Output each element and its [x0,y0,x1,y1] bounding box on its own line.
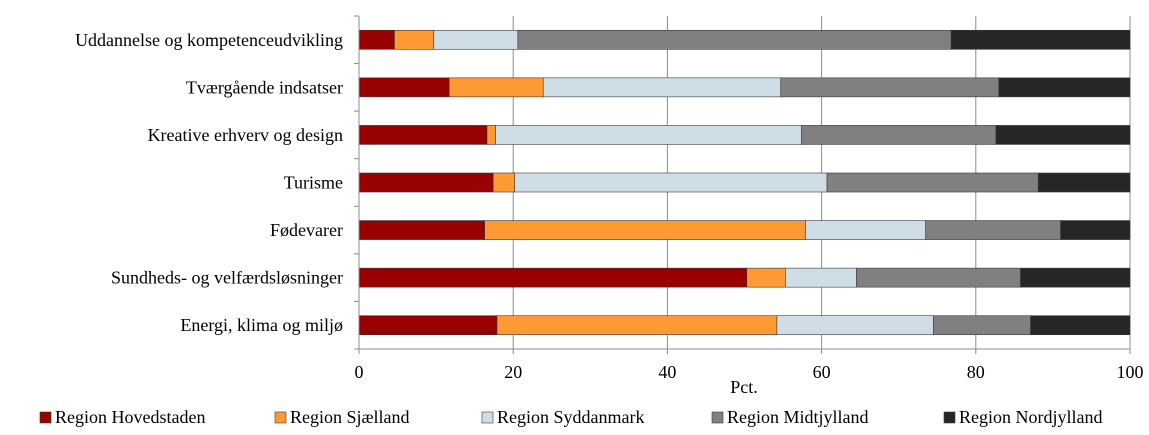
bar-segment [358,315,498,336]
bar-segment [805,220,926,240]
bar-segment [1060,220,1131,240]
bar-segment [496,315,778,336]
bar-segment [780,77,1000,98]
bar-segment [486,125,496,145]
bar-segment [358,77,450,98]
legend-label: Region Midtjylland [727,407,869,427]
legend-swatch [274,411,287,424]
bar-segment [855,267,1021,288]
bar-segment [1030,315,1131,336]
bar-segment [394,29,435,50]
category-label: Kreative erhverv og design [148,125,343,145]
bar-segment [776,315,934,336]
bar-segment [1037,172,1131,193]
legend-label: Region Hovedstaden [55,407,205,427]
x-tick-label: 20 [504,362,522,382]
bar-segment [925,220,1061,240]
bar-segment [492,172,516,193]
bar-segment [995,125,1131,145]
legend-swatch [711,411,724,424]
bar-segment [358,172,494,193]
bar-segment [785,267,857,288]
x-tick-label: 80 [967,362,985,382]
bar-segment [1020,267,1131,288]
x-tick-label: 40 [658,362,676,382]
bar-segment [495,125,802,145]
legend-swatch [39,411,52,424]
bar-segment [801,125,997,145]
bar-segment [514,172,828,193]
bar-segment [448,77,544,98]
legend-label: Region Sjælland [290,407,410,427]
category-label: Fødevarer [270,220,343,240]
x-tick-label: 100 [1117,362,1144,382]
axes [354,15,1131,354]
bar-segment [358,29,395,50]
legend: Region Hovedstaden Region Sjælland Region … [39,407,1102,427]
bar-segment [358,220,485,240]
category-label: Uddannelse og kompetenceudvikling [75,30,343,50]
x-axis-label: Pct. [730,377,758,397]
category-label: Tværgående indsatser [186,77,343,97]
bars [358,29,1131,336]
bar-segment [933,315,1031,336]
bar-segment [484,220,806,240]
legend-label: Region Nordjylland [959,407,1102,427]
bar-segment [517,29,952,50]
x-tick-label: 60 [813,362,831,382]
bar-segment [998,77,1131,98]
bar-segment [826,172,1039,193]
legend-label: Region Syddanmark [497,407,644,427]
labels: 0 20 40 60 80 100 Uddannelse og kompetenceudvi… [75,30,1143,382]
category-label: Turisme [284,173,343,193]
category-label: Energi, klima og miljø [180,315,343,335]
bar-segment [746,267,786,288]
bar-segment [433,29,519,50]
legend-swatch [943,411,956,424]
x-tick-label: 0 [355,362,364,382]
bar-segment [542,77,782,98]
bar-segment [358,125,488,145]
category-label: Sundheds- og velfærdsløsninger [111,268,343,288]
bar-segment [358,267,748,288]
bar-segment [950,29,1131,50]
legend-swatch [481,411,494,424]
